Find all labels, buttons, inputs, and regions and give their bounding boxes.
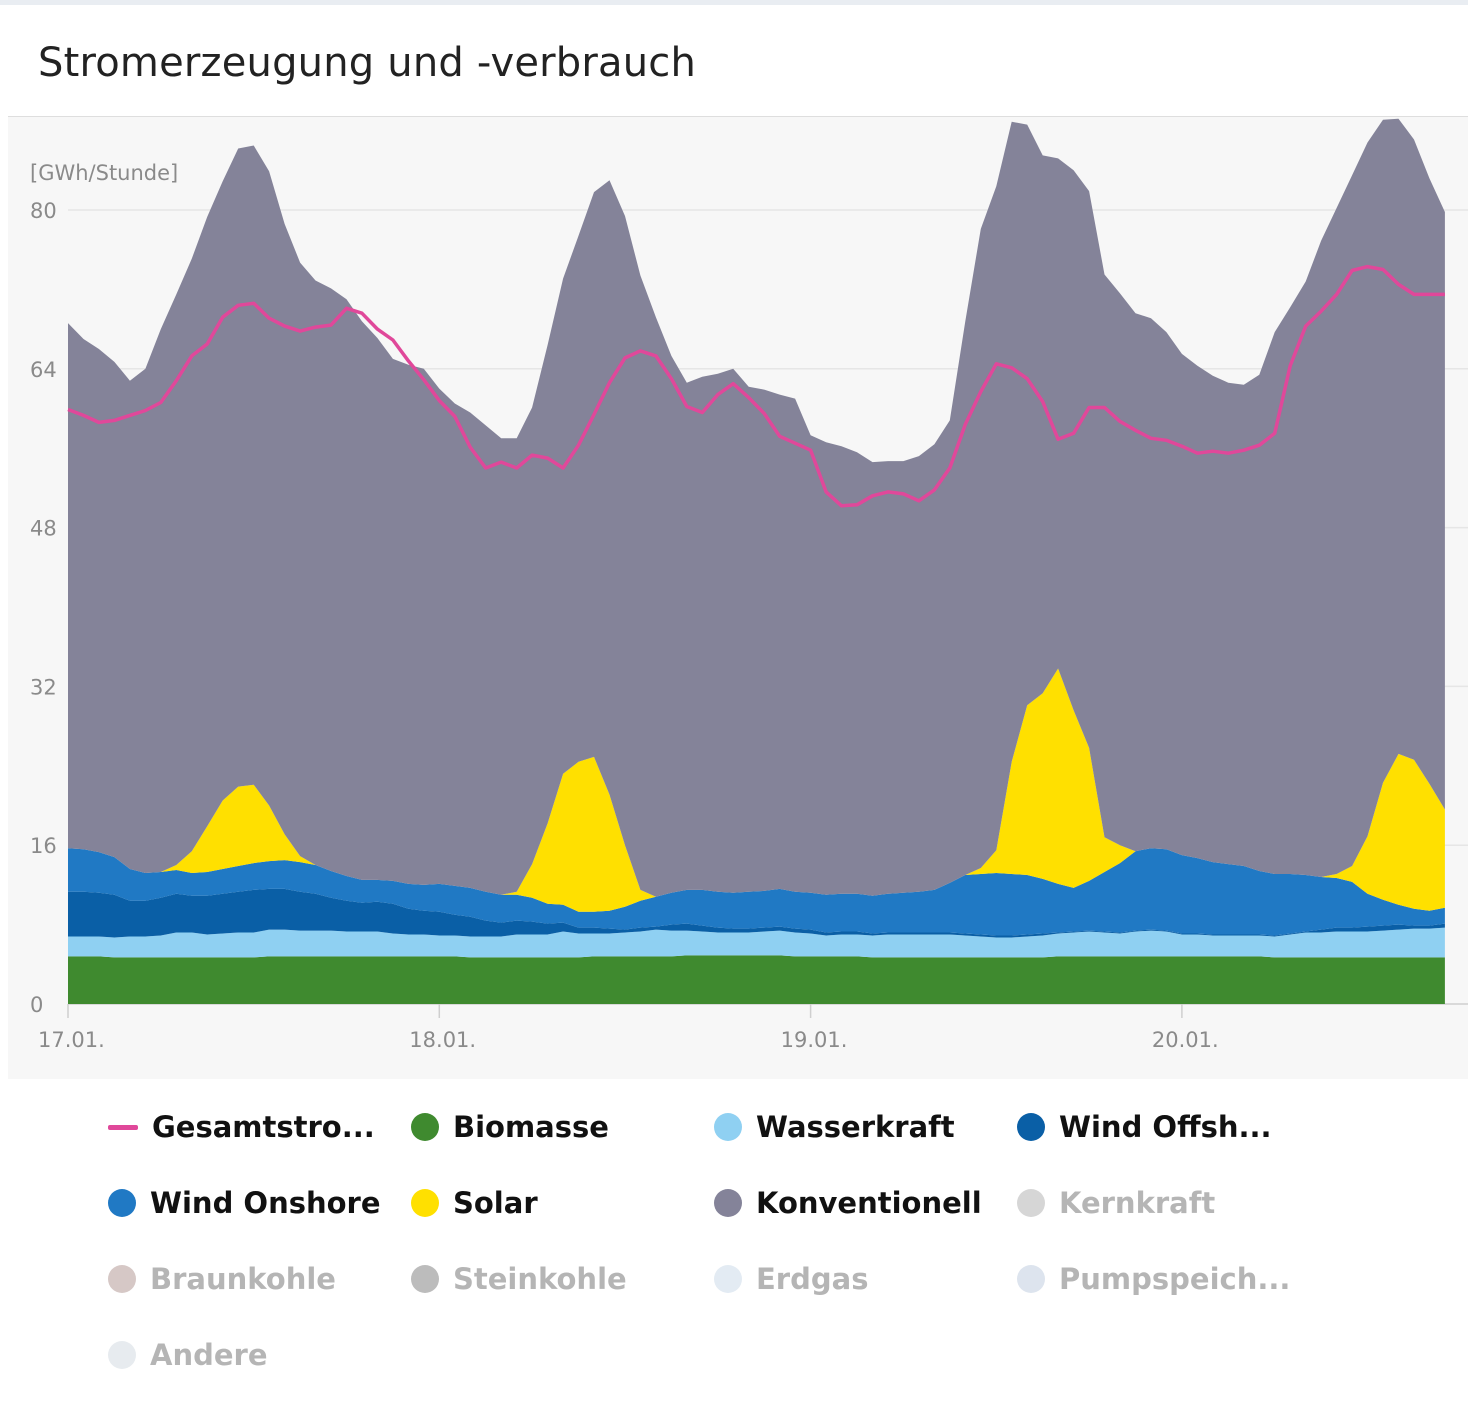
area-solar [68,668,1445,912]
legend-label: Braunkohle [150,1262,336,1296]
legend-label: Gesamtstro... [152,1110,375,1144]
legend-dot-swatch [714,1189,742,1217]
legend-dot-swatch [1017,1113,1045,1141]
legend-dot-swatch [108,1341,136,1369]
legend-label: Wind Onshore [150,1186,381,1220]
legend-label: Biomasse [453,1110,609,1144]
legend-dot-swatch [411,1189,439,1217]
legend-label: Andere [150,1338,268,1372]
stacked-areas [68,118,1445,1004]
legend-dot-swatch [411,1113,439,1141]
chart-title: Stromerzeugung und -verbrauch [38,40,697,86]
x-tick-label: 18.01. [409,1028,476,1052]
legend-dot-swatch [1017,1189,1045,1217]
y-tick-label: 80 [30,199,57,223]
consumption-line [67,264,1445,508]
legend-label: Kernkraft [1059,1186,1216,1220]
y-tick-label: 0 [30,993,43,1017]
area-wind-offshore [68,888,1445,938]
legend-item[interactable]: Gesamtstro... [108,1110,375,1144]
legend-dot-swatch [108,1265,136,1293]
legend-label: Konventionell [756,1186,982,1220]
y-tick-label: 48 [30,517,57,541]
area-wind-onshore [68,848,1445,936]
legend-label: Solar [453,1186,538,1220]
legend-item[interactable]: Wind Onshore [108,1186,381,1220]
energy-chart: 0 16 32 48 64 80 17.01. 18.01. 19.01. 20.01. [GW… [30,118,1468,1052]
x-tick-label: 17.01. [38,1028,105,1052]
area-biomasse [68,955,1445,1004]
legend-item[interactable]: Braunkohle [108,1262,336,1296]
y-tick-label: 16 [30,834,57,858]
legend-label: Steinkohle [453,1262,627,1296]
legend-item[interactable]: Kernkraft [1017,1186,1215,1220]
area-wasserkraft [68,927,1445,958]
legend-item[interactable]: Konventionell [714,1186,982,1220]
legend-line-swatch [108,1124,138,1130]
area-konventionell [68,118,1445,897]
x-tick-label: 20.01. [1152,1028,1219,1052]
x-tick-label: 19.01. [781,1028,848,1052]
chart-legend: Gesamtstro... Biomasse Wasserkraft Wind Off… [0,1100,1468,1420]
legend-item[interactable]: Wasserkraft [714,1110,955,1144]
legend-label: Wind Offsh... [1059,1110,1272,1144]
legend-item[interactable]: Steinkohle [411,1262,627,1296]
top-divider [0,0,1468,5]
x-axis-ticks: 17.01. 18.01. 19.01. 20.01. [38,1004,1219,1052]
y-tick-label: 64 [30,358,57,382]
legend-item[interactable]: Andere [108,1338,268,1372]
legend-item[interactable]: Erdgas [714,1262,868,1296]
legend-item[interactable]: Wind Offsh... [1017,1110,1272,1144]
legend-dot-swatch [108,1189,136,1217]
legend-dot-swatch [714,1113,742,1141]
legend-label: Wasserkraft [756,1110,955,1144]
legend-item[interactable]: Solar [411,1186,538,1220]
legend-label: Pumpspeich... [1059,1262,1291,1296]
legend-dot-swatch [411,1265,439,1293]
y-axis-ticks: 0 16 32 48 64 80 [30,199,57,1017]
legend-dot-swatch [1017,1265,1045,1293]
legend-dot-swatch [714,1265,742,1293]
line-gesamtstromverbrauch [67,264,1445,508]
legend-label: Erdgas [756,1262,869,1296]
legend-item[interactable]: Pumpspeich... [1017,1262,1290,1296]
y-axis-unit: [GWh/Stunde] [30,161,178,185]
legend-item[interactable]: Biomasse [411,1110,609,1144]
y-tick-label: 32 [30,675,57,699]
